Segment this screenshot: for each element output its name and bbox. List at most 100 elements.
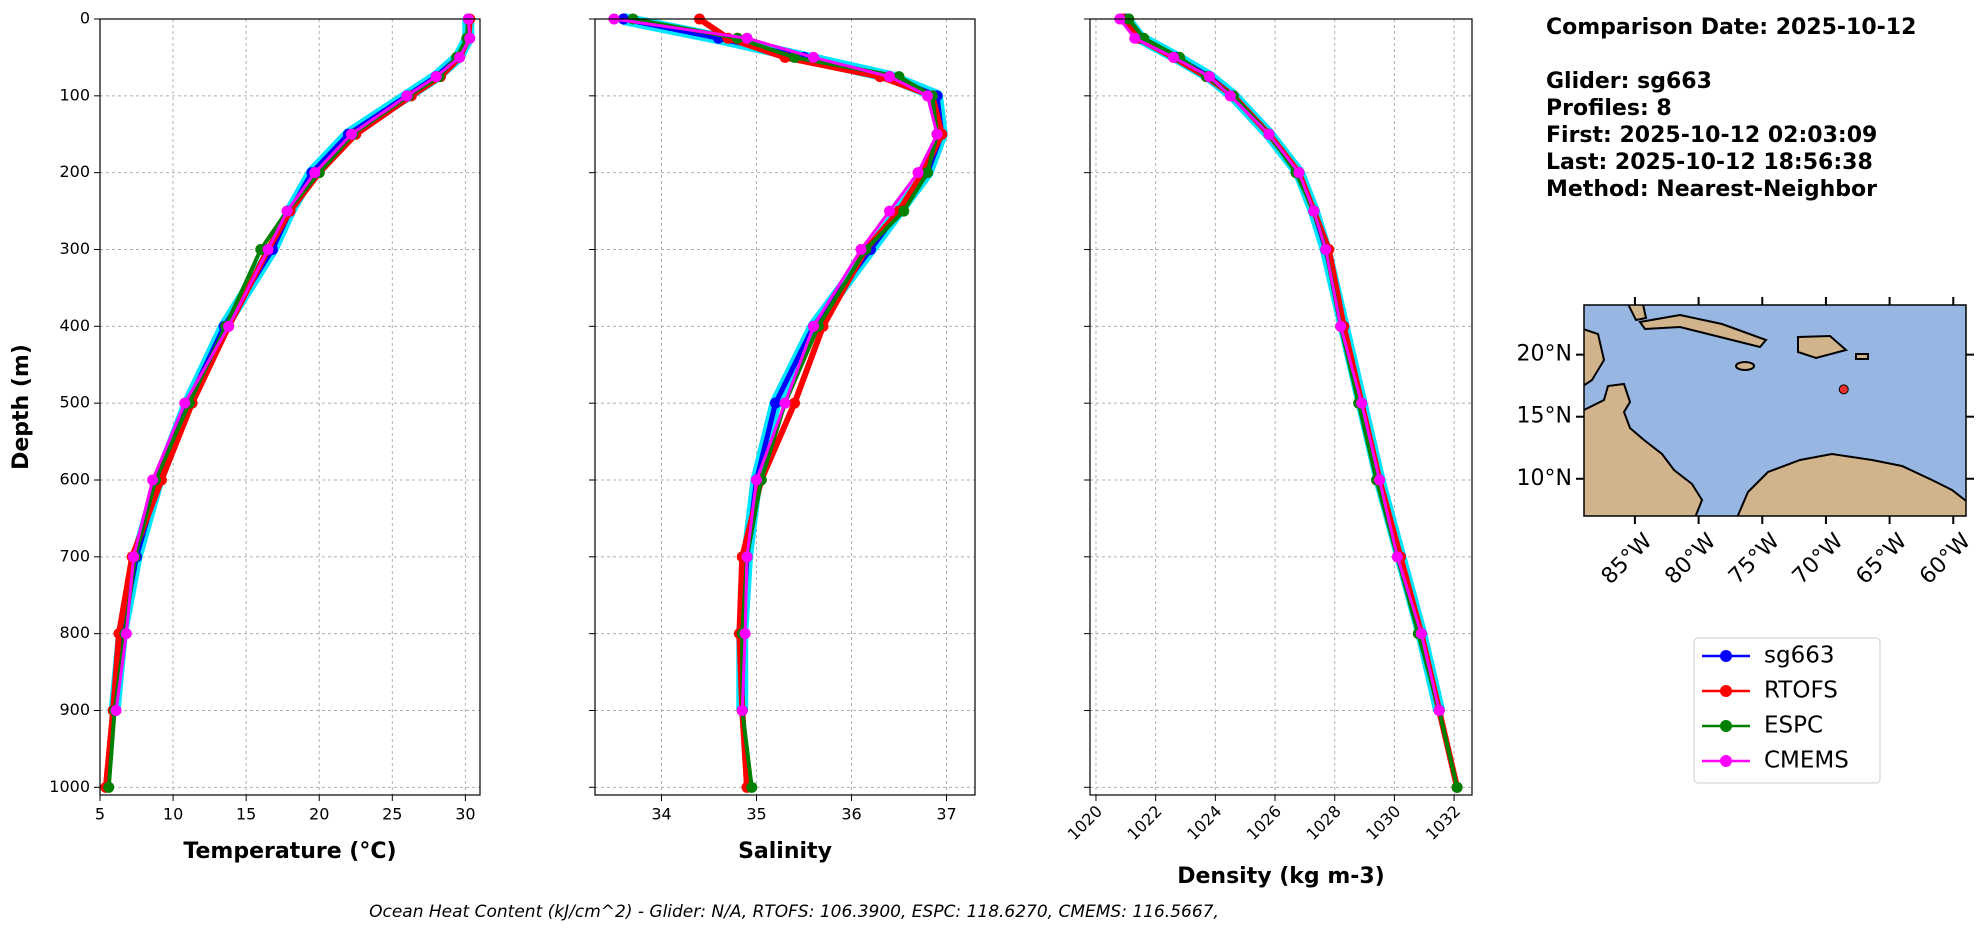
profile-chart: 34 35 36 37 Salinity — [589, 13, 976, 864]
profile-marker — [751, 474, 762, 486]
y-tick-label: 900 — [59, 700, 90, 719]
profile-chart: 0 100 200 300 400 500 600 700 800 900 1000 5 10 15 20 2… — [9, 9, 481, 864]
profile-marker — [898, 205, 910, 217]
x-tick-label: 80°W — [1660, 529, 1721, 590]
profile-marker — [1203, 71, 1215, 83]
x-tick-label: 70°W — [1788, 529, 1849, 590]
x-tick-label: 30 — [455, 805, 475, 824]
axes-frame — [1089, 18, 1473, 796]
profile-marker — [884, 205, 895, 217]
land — [1627, 305, 1648, 322]
x-tick-label: 1024 — [1183, 802, 1225, 844]
y-tick-label: 0 — [80, 9, 90, 28]
profile-marker — [281, 205, 293, 217]
profile-marker — [1308, 205, 1320, 217]
info-line: Glider: sg663 — [1546, 69, 1712, 94]
profile-marker — [1451, 781, 1463, 793]
profile-marker — [779, 397, 791, 409]
land — [1797, 334, 1849, 360]
x-tick-label: 34 — [651, 805, 671, 824]
legend-label: sg663 — [1764, 643, 1834, 669]
land — [1735, 361, 1755, 371]
profile-marker — [1356, 397, 1368, 409]
profile-marker — [464, 32, 476, 44]
profile-marker — [309, 167, 321, 179]
profile-marker — [1433, 704, 1445, 716]
legend-label: ESPC — [1764, 713, 1823, 739]
x-tick-label: 1026 — [1243, 802, 1285, 844]
x-tick-label: 1020 — [1064, 802, 1106, 844]
legend-marker — [1720, 685, 1732, 697]
x-tick-label: 10 — [163, 805, 183, 824]
profile-marker — [931, 128, 943, 140]
y-tick-label: 10°N — [1517, 466, 1572, 491]
profile-marker — [262, 243, 274, 255]
land — [1584, 382, 1704, 516]
land — [1736, 452, 1966, 516]
x-tick-label: 1032 — [1422, 802, 1464, 844]
profile-marker — [110, 704, 122, 716]
profile-marker — [746, 781, 758, 793]
x-tick-label: 36 — [841, 805, 861, 824]
x-tick-label: 1030 — [1362, 802, 1404, 844]
profile-line — [1118, 18, 1441, 711]
profile-line — [623, 16, 945, 711]
map-land — [1584, 305, 1966, 516]
x-tick-label: 5 — [95, 805, 105, 824]
x-tick-label: 1028 — [1303, 802, 1345, 844]
profile-marker — [1391, 551, 1403, 563]
axes-frame — [594, 18, 976, 796]
legend-label: CMEMS — [1764, 748, 1849, 774]
info-line: First: 2025-10-12 02:03:09 — [1546, 123, 1877, 148]
map-frame — [1583, 304, 1967, 517]
x-tick-label: 65°W — [1851, 529, 1912, 590]
map — [1583, 304, 1967, 517]
profile-halo — [622, 13, 948, 711]
profile-marker — [884, 71, 895, 83]
profile-marker — [1129, 32, 1141, 44]
y-tick-label: 300 — [59, 239, 90, 258]
profile-marker — [120, 628, 132, 640]
x-tick-label: 1022 — [1123, 802, 1165, 844]
profile-marker — [741, 551, 753, 563]
profile-marker — [430, 71, 442, 83]
profile-marker — [1320, 243, 1332, 255]
profile-marker — [1224, 90, 1236, 102]
profile-halo — [108, 19, 475, 712]
footer: Ocean Heat Content (kJ/cm^2) - Glider: N… — [369, 902, 1219, 922]
legend-label: RTOFS — [1764, 678, 1838, 704]
x-tick-label: 35 — [746, 805, 766, 824]
profile-marker — [1293, 167, 1305, 179]
land — [1855, 353, 1869, 360]
y-tick-label: 600 — [59, 469, 90, 488]
y-axis-label: Depth (m) — [9, 344, 34, 470]
profile-marker — [922, 90, 933, 102]
profile-marker — [789, 397, 800, 409]
x-tick-label: 37 — [936, 805, 956, 824]
profile-line — [1127, 17, 1460, 788]
info-text: Comparison Date: 2025-10-12 Glider: sg66… — [1546, 15, 1916, 202]
info-heading: Comparison Date: 2025-10-12 — [1546, 15, 1916, 40]
profile-line — [613, 17, 939, 711]
x-tick-label: 20 — [309, 805, 329, 824]
profile-marker — [345, 128, 357, 140]
profile-marker — [736, 704, 748, 716]
profile-marker — [147, 474, 159, 486]
legend-box — [1693, 637, 1881, 784]
profile-marker — [808, 320, 819, 332]
glider-position — [1838, 384, 1849, 395]
x-tick-label: 60°W — [1915, 529, 1976, 590]
profile-marker — [401, 90, 413, 102]
legend-marker — [1720, 720, 1732, 732]
info-line: Last: 2025-10-12 18:56:38 — [1546, 150, 1873, 175]
x-tick-label: 25 — [382, 805, 402, 824]
profile-marker — [741, 32, 753, 44]
profile-marker — [922, 167, 933, 179]
profile-marker — [223, 320, 235, 332]
y-tick-label: 500 — [59, 393, 90, 412]
x-tick-label: 85°W — [1597, 529, 1658, 590]
y-tick-label: 700 — [59, 546, 90, 565]
x-tick-label: 15 — [236, 805, 256, 824]
profile-marker — [1335, 320, 1347, 332]
y-tick-label: 800 — [59, 623, 90, 642]
